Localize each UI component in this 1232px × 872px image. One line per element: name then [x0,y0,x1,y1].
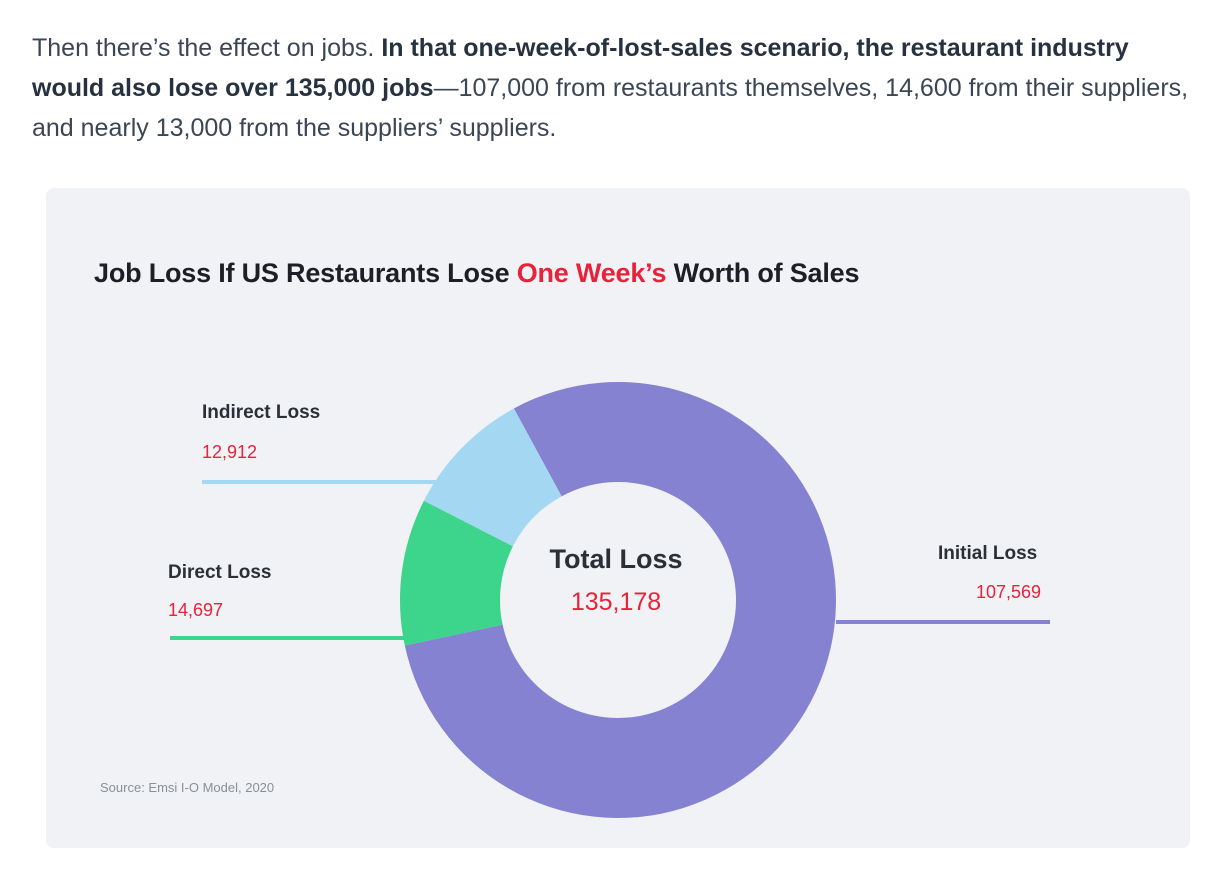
article-text-after: —107,000 from restaurants themselves, 14… [32,74,1189,142]
total-loss-value: 135,178 [570,588,662,616]
article-text-bold: In that one-week-of-lost-sales scenario,… [32,34,1129,102]
initial-loss-value: 107,569 [976,582,1042,602]
direct-loss-slice [399,500,513,646]
initial-loss-label: Initial Loss [938,543,1038,564]
indirect-loss-slice [423,408,562,547]
chart-title-part-3: Worth of Sales [666,258,860,288]
chart-title-highlight: One Week’s [516,258,667,288]
article-paragraph: Then there’s the effect on jobs. In that… [32,28,1202,148]
initial-loss-slice [404,382,836,819]
indirect-loss-value: 12,912 [202,442,258,462]
chart-title: Job Loss If US Restaurants Lose One Week… [94,258,860,289]
total-loss-label: Total Loss [549,544,683,574]
direct-loss-value: 14,697 [168,600,224,620]
chart-title-part-1: Job Loss If US Restaurants Lose [94,258,517,288]
indirect-loss-label: Indirect Loss [202,402,321,423]
chart-source: Source: Emsi I-O Model, 2020 [100,780,275,795]
donut-chart [170,382,1050,819]
direct-loss-label: Direct Loss [168,562,272,583]
article-text-before: Then there’s the effect on jobs. [32,34,382,62]
chart-card: Job Loss If US Restaurants Lose One Week… [46,188,1190,848]
